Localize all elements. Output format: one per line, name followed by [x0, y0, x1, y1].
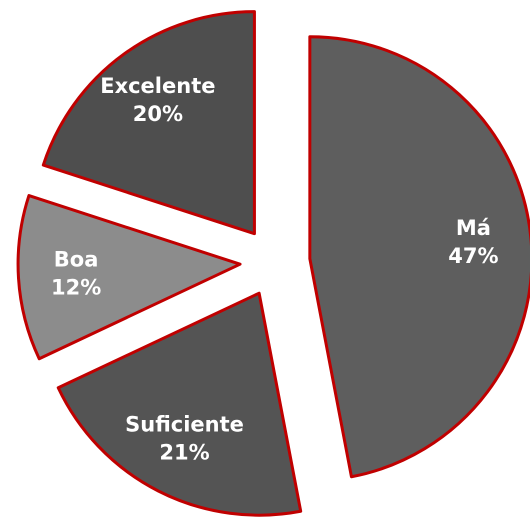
slice-label: Suficiente: [125, 413, 244, 437]
slice-value-label: 47%: [448, 244, 498, 268]
slice-label: Má: [456, 216, 491, 240]
slice-value-label: 21%: [159, 441, 209, 465]
pie-slice: [16, 194, 242, 361]
pie-slice: [41, 10, 256, 236]
slice-label: Boa: [54, 248, 99, 272]
slice-value-label: 20%: [133, 102, 183, 126]
slice-value-label: 12%: [51, 276, 101, 300]
slice-label: Excelente: [100, 74, 215, 98]
pie-slice: [308, 35, 530, 479]
pie-slice: [56, 291, 303, 517]
